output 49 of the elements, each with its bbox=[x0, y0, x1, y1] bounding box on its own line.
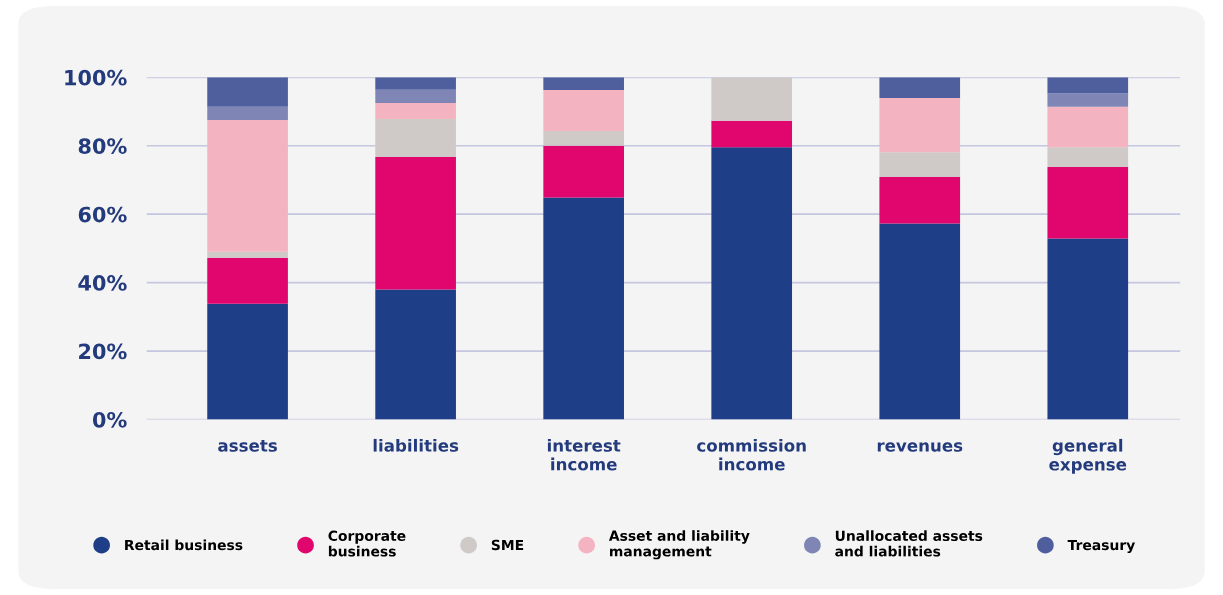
bar bbox=[1047, 166, 1129, 239]
bar bbox=[543, 77, 624, 91]
x-tick-label: interest income bbox=[547, 438, 621, 471]
bar bbox=[543, 145, 624, 198]
bar bbox=[711, 77, 793, 121]
legend-label: Asset and liability management bbox=[608, 530, 750, 560]
bar bbox=[543, 131, 624, 146]
bar bbox=[207, 257, 288, 304]
bar bbox=[711, 120, 793, 148]
bar bbox=[1047, 93, 1129, 107]
bar bbox=[1047, 147, 1129, 167]
legend-label: Retail business bbox=[125, 539, 243, 551]
bar bbox=[375, 157, 456, 290]
legend-label: Unallocated assets and liabilities bbox=[835, 530, 983, 557]
bar bbox=[375, 289, 456, 420]
x-tick-label: revenues bbox=[877, 442, 963, 452]
bar bbox=[543, 197, 624, 420]
bar bbox=[207, 106, 288, 121]
bar bbox=[879, 77, 961, 98]
bar bbox=[1047, 238, 1129, 420]
bar bbox=[375, 89, 456, 104]
bar bbox=[1047, 106, 1129, 148]
y-tick-label: 20% bbox=[79, 343, 127, 360]
bar bbox=[879, 223, 961, 420]
bar bbox=[375, 77, 456, 90]
x-tick-label: general expense bbox=[1049, 438, 1127, 474]
bar bbox=[207, 303, 288, 420]
bar bbox=[879, 152, 961, 177]
bar bbox=[1047, 77, 1129, 94]
bar bbox=[207, 77, 288, 107]
y-tick-label: 0% bbox=[92, 411, 127, 428]
y-tick-label: 80% bbox=[78, 138, 127, 154]
x-tick-label: liabilities bbox=[373, 438, 459, 452]
bar bbox=[375, 103, 456, 120]
legend-label: SME bbox=[491, 539, 524, 551]
legend-label: Treasury bbox=[1067, 539, 1135, 554]
bar bbox=[711, 147, 793, 420]
bar bbox=[207, 120, 288, 252]
legend-label: Corporate business bbox=[328, 530, 406, 557]
y-tick-label: 40% bbox=[78, 275, 127, 291]
y-tick-label: 60% bbox=[78, 206, 127, 223]
x-tick-label: commission income bbox=[697, 438, 806, 471]
bar bbox=[207, 251, 288, 258]
x-tick-label: assets bbox=[218, 439, 277, 452]
bar bbox=[879, 97, 961, 153]
bar bbox=[543, 90, 624, 132]
bar bbox=[375, 119, 456, 158]
bar bbox=[879, 176, 961, 224]
y-tick-label: 100% bbox=[65, 69, 127, 86]
